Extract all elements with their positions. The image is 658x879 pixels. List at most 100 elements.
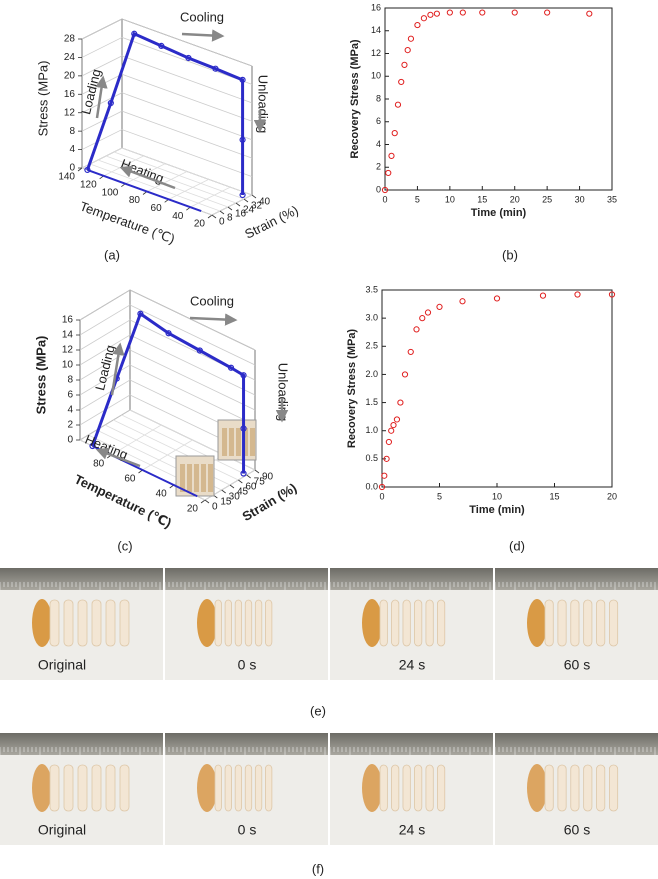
sample-segment bbox=[119, 764, 130, 812]
x-tick-label: 25 bbox=[542, 194, 552, 204]
data-point bbox=[212, 65, 219, 72]
panel-label: (c) bbox=[117, 538, 132, 553]
sample-segment bbox=[214, 764, 222, 812]
photo-caption: 60 s bbox=[564, 657, 590, 673]
sample-segment bbox=[544, 599, 554, 647]
tick-mark bbox=[200, 499, 206, 504]
y-tick-label: 16 bbox=[371, 2, 381, 12]
z-axis-label: Stress (MPa) bbox=[33, 336, 48, 415]
data-point bbox=[240, 470, 247, 477]
y-tick-label: 2 bbox=[376, 162, 381, 172]
ruler bbox=[330, 733, 493, 755]
tick-mark bbox=[204, 499, 210, 504]
z-tick-label: 0 bbox=[67, 435, 73, 446]
sample-segment bbox=[224, 764, 232, 812]
tick-mark bbox=[221, 489, 226, 494]
inset-segment bbox=[222, 428, 227, 456]
sample-segment bbox=[214, 599, 222, 647]
photo-caption: Original bbox=[38, 657, 86, 673]
sample-head bbox=[362, 599, 382, 647]
data-point bbox=[381, 472, 388, 479]
y-tick-label: 16 bbox=[235, 209, 247, 220]
sample-segment bbox=[414, 764, 423, 812]
y-tick-label: 8 bbox=[227, 213, 233, 224]
y-tick-label: 15 bbox=[220, 497, 232, 508]
y-tick-label: 0 bbox=[219, 217, 225, 228]
data-point bbox=[185, 54, 192, 62]
data-point bbox=[493, 295, 501, 302]
grid-line bbox=[121, 37, 253, 85]
y-axis-label: Recovery Stress (MPa) bbox=[349, 39, 361, 159]
tick-mark bbox=[207, 214, 213, 219]
sample-segment bbox=[244, 599, 253, 647]
sample-segment bbox=[570, 599, 580, 647]
tick-mark bbox=[235, 202, 241, 207]
x-tick-label: 20 bbox=[194, 219, 206, 230]
z-tick-label: 8 bbox=[69, 126, 75, 137]
data-line bbox=[87, 169, 202, 213]
data-point bbox=[407, 35, 415, 42]
data-point bbox=[511, 9, 518, 16]
sample-segment bbox=[63, 599, 74, 647]
panel-label: (f) bbox=[312, 861, 324, 876]
annotation-arrow bbox=[110, 342, 125, 396]
data-point bbox=[165, 330, 172, 337]
y-tick-label: 90 bbox=[262, 472, 274, 483]
photo-caption: 24 s bbox=[399, 657, 425, 673]
y-tick-label: 6 bbox=[376, 116, 381, 126]
photo-caption: 24 s bbox=[399, 822, 425, 838]
data-point bbox=[394, 101, 402, 108]
data-point bbox=[544, 9, 551, 16]
y-tick-label: 40 bbox=[259, 197, 271, 208]
ruler bbox=[0, 568, 163, 590]
grid-line bbox=[81, 110, 123, 132]
data-point bbox=[240, 425, 247, 432]
y-tick-label: 45 bbox=[237, 487, 249, 498]
y-tick-label: 8 bbox=[376, 93, 381, 103]
x-axis-label: Temperature (℃) bbox=[78, 198, 177, 246]
inset-segment bbox=[187, 464, 192, 492]
annotation-arrow bbox=[95, 75, 108, 119]
ruler bbox=[165, 568, 328, 590]
data-point bbox=[413, 326, 420, 333]
data-point bbox=[414, 21, 421, 29]
grid-line bbox=[81, 129, 123, 150]
sample-segment bbox=[436, 599, 446, 647]
inset-segment bbox=[194, 464, 199, 492]
grid-line bbox=[81, 18, 123, 40]
grid-line bbox=[211, 194, 253, 216]
grid-line bbox=[79, 364, 131, 396]
y-tick-label: 60 bbox=[245, 482, 257, 493]
tick-mark bbox=[211, 214, 217, 219]
y-tick-label: 3.5 bbox=[365, 284, 378, 294]
grid-line bbox=[105, 155, 237, 204]
sample-segment bbox=[414, 599, 423, 647]
x-tick-label: 5 bbox=[437, 491, 442, 501]
z-tick-label: 2 bbox=[67, 420, 73, 431]
x-tick-label: 0 bbox=[382, 194, 387, 204]
data-point bbox=[239, 191, 246, 199]
data-point bbox=[158, 42, 165, 49]
sample-head bbox=[197, 599, 217, 647]
sample-segment bbox=[49, 764, 60, 812]
sample-head bbox=[32, 599, 52, 647]
data-point bbox=[397, 399, 404, 406]
data-point bbox=[381, 186, 389, 194]
sample-head bbox=[32, 764, 52, 812]
annotation-arrow bbox=[181, 29, 225, 42]
y-tick-label: 2.0 bbox=[365, 369, 378, 379]
ruler bbox=[330, 568, 493, 590]
x-tick-label: 15 bbox=[549, 491, 559, 501]
x-tick-label: 20 bbox=[187, 504, 199, 515]
data-point bbox=[388, 427, 395, 434]
sample-segment bbox=[105, 599, 116, 647]
sample-segment bbox=[425, 764, 434, 812]
z-tick-label: 24 bbox=[64, 52, 76, 63]
sample-segment bbox=[391, 599, 400, 647]
z-tick-label: 4 bbox=[69, 144, 75, 155]
x-tick-label: 30 bbox=[575, 194, 585, 204]
sample-segment bbox=[264, 599, 273, 647]
data-point bbox=[539, 292, 547, 299]
z-tick-label: 16 bbox=[62, 315, 74, 326]
